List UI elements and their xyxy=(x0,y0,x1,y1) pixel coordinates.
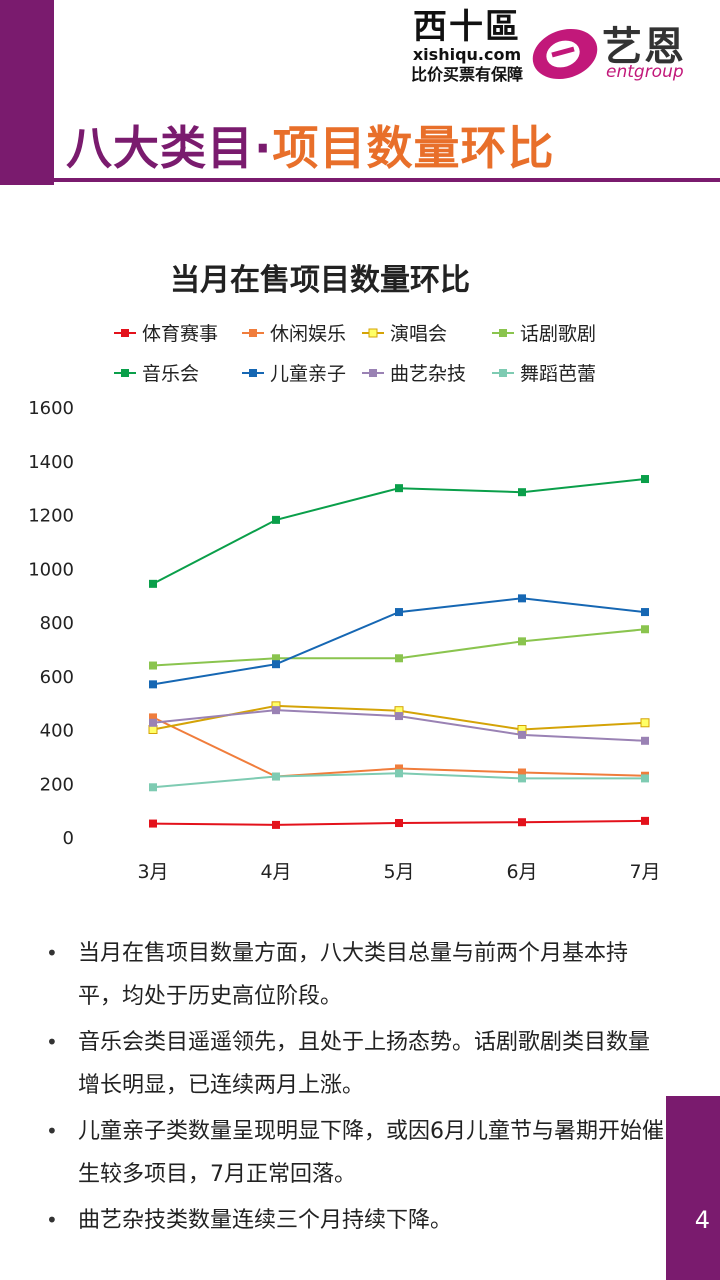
data-point xyxy=(641,774,649,783)
legend-label: 话剧歌剧 xyxy=(520,323,596,345)
y-tick-label: 400 xyxy=(40,721,74,742)
y-tick-label: 1200 xyxy=(28,506,74,527)
legend-label: 体育赛事 xyxy=(142,323,218,345)
data-point xyxy=(518,637,526,646)
title-underline xyxy=(54,178,720,182)
xishiqu-logo: 西十區 xishiqu.com 比价买票有保障 xyxy=(392,8,542,86)
data-point xyxy=(641,625,649,634)
legend-marker xyxy=(499,329,507,337)
x-tick-label: 5月 xyxy=(383,861,414,883)
data-point xyxy=(149,661,157,670)
data-point xyxy=(640,718,650,728)
data-point xyxy=(518,594,526,603)
x-tick-label: 7月 xyxy=(629,861,660,883)
entgroup-logo: 艺恩 entgroup xyxy=(530,14,710,84)
data-point xyxy=(149,718,157,727)
slide-title: 八大类目·项目数量环比 xyxy=(66,112,554,178)
slide-title-part2: 项目数量环比 xyxy=(272,121,555,175)
legend-marker xyxy=(121,329,129,337)
data-point xyxy=(149,579,157,588)
bullet-item: 儿童亲子类数量呈现明显下降，或因6月儿童节与暑期开始催生较多项目，7月正常回落。 xyxy=(44,1110,664,1196)
page-number: 4 xyxy=(694,1206,710,1234)
data-point xyxy=(641,608,649,617)
legend-label: 舞蹈芭蕾 xyxy=(520,363,596,385)
x-tick-label: 6月 xyxy=(506,861,537,883)
data-point xyxy=(395,484,403,493)
bullet-item: 当月在售项目数量方面，八大类目总量与前两个月基本持平，均处于历史高位阶段。 xyxy=(44,932,664,1018)
data-point xyxy=(272,660,280,669)
legend-label: 音乐会 xyxy=(142,363,199,385)
xishiqu-logo-en: xishiqu.com xyxy=(412,45,522,64)
data-point xyxy=(149,713,157,722)
data-point xyxy=(641,475,649,484)
left-accent-bar xyxy=(0,0,54,185)
y-tick-label: 0 xyxy=(63,828,74,849)
data-point xyxy=(272,772,280,781)
summary-bullets: 当月在售项目数量方面，八大类目总量与前两个月基本持平，均处于历史高位阶段。 音乐… xyxy=(44,932,664,1245)
entgroup-logo-en: entgroup xyxy=(606,62,684,82)
data-point xyxy=(395,712,403,721)
legend-marker xyxy=(121,369,129,377)
data-point xyxy=(272,820,280,829)
data-point xyxy=(641,816,649,825)
entgroup-logo-cn: 艺恩 xyxy=(602,24,686,70)
right-accent-bar xyxy=(666,1096,720,1280)
bullet-item: 曲艺杂技类数量连续三个月持续下降。 xyxy=(44,1199,664,1242)
legend-label: 休闲娱乐 xyxy=(270,323,346,345)
legend-marker xyxy=(499,369,507,377)
legend-label: 演唱会 xyxy=(390,323,447,345)
data-point xyxy=(395,608,403,617)
y-tick-label: 1400 xyxy=(28,452,74,473)
data-point xyxy=(272,654,280,663)
y-tick-label: 1000 xyxy=(28,559,74,580)
chart-title: 当月在售项目数量环比 xyxy=(170,263,470,298)
slide-title-part1: 八大类目· xyxy=(66,121,273,175)
data-point xyxy=(149,680,157,689)
legend-marker xyxy=(249,369,257,377)
legend-label: 儿童亲子 xyxy=(270,363,346,385)
legend-marker xyxy=(368,328,378,338)
legend-marker xyxy=(249,329,257,337)
data-point xyxy=(518,730,526,739)
data-point xyxy=(641,736,649,745)
xishiqu-logo-cn: 西十區 xyxy=(413,7,521,47)
y-tick-label: 200 xyxy=(40,774,74,795)
legend-marker xyxy=(369,369,377,377)
y-tick-label: 800 xyxy=(40,613,74,634)
x-tick-label: 3月 xyxy=(137,861,168,883)
data-point xyxy=(395,819,403,828)
data-point xyxy=(518,768,526,777)
data-point xyxy=(518,818,526,827)
data-point xyxy=(272,706,280,715)
x-tick-label: 4月 xyxy=(260,861,291,883)
data-point xyxy=(518,488,526,497)
data-point xyxy=(149,819,157,828)
entgroup-badge-icon xyxy=(532,29,598,79)
y-tick-label: 1600 xyxy=(28,398,74,419)
data-point xyxy=(395,769,403,778)
bullet-item: 音乐会类目遥遥领先，且处于上扬态势。话剧歌剧类目数量增长明显，已连续两月上涨。 xyxy=(44,1021,664,1107)
xishiqu-slogan: 比价买票有保障 xyxy=(410,65,523,84)
data-point xyxy=(518,774,526,783)
data-point xyxy=(149,783,157,792)
legend-label: 曲艺杂技 xyxy=(390,363,466,385)
series-line xyxy=(152,478,646,585)
data-point xyxy=(395,764,403,773)
y-tick-label: 600 xyxy=(40,667,74,688)
data-point xyxy=(272,515,280,524)
data-point xyxy=(395,654,403,663)
